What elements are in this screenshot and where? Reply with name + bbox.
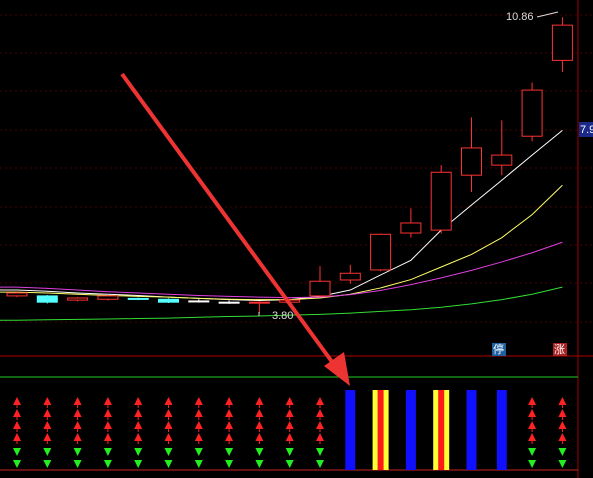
down-arrow	[73, 448, 82, 456]
down-arrow	[134, 460, 143, 468]
down-arrow	[225, 460, 234, 468]
low-label: 3.80	[272, 310, 293, 322]
down-arrow	[255, 448, 264, 456]
arrow-head	[324, 352, 350, 386]
arrow-shaft	[120, 72, 340, 372]
down-arrow	[225, 448, 234, 456]
down-arrow	[103, 448, 112, 456]
candle-body	[158, 298, 179, 303]
marks	[0, 17, 573, 321]
candle-body	[36, 295, 58, 303]
down-arrow	[316, 460, 324, 468]
price-tag-box	[579, 122, 593, 137]
down-arrow	[528, 448, 537, 456]
down-arrow	[103, 460, 112, 468]
high-label: 10.86	[506, 11, 534, 23]
down-arrow	[194, 448, 203, 456]
candle-body	[370, 233, 392, 271]
indicator-panel	[13, 390, 567, 470]
down-arrow	[43, 448, 52, 456]
down-arrow	[194, 460, 203, 468]
down-arrow	[528, 460, 537, 468]
down-arrow	[134, 448, 143, 456]
signal-bar	[466, 390, 477, 470]
candle-body	[430, 171, 452, 231]
candle-body	[461, 147, 482, 176]
tag-left-box	[492, 343, 506, 356]
candle-body	[218, 301, 240, 304]
annotation-arrow	[120, 72, 350, 386]
candle-body	[400, 222, 422, 234]
down-arrow	[13, 448, 21, 456]
down-arrow	[558, 460, 567, 468]
candle-body	[309, 280, 331, 297]
ma-line	[0, 286, 563, 321]
candle-body	[491, 154, 513, 166]
signal-bar-inner	[438, 390, 445, 470]
signal-bar	[496, 390, 507, 470]
down-arrow	[285, 448, 294, 456]
down-arrow	[164, 448, 173, 456]
signal-bar	[405, 390, 416, 470]
down-arrow	[255, 460, 264, 468]
candle-body	[521, 89, 543, 137]
down-arrow	[43, 460, 52, 468]
candle-body	[6, 292, 28, 297]
tag-right: 涨	[554, 343, 565, 356]
signal-bar-inner	[377, 390, 384, 470]
ma-line	[0, 241, 563, 299]
candle-body	[67, 297, 89, 301]
down-arrow	[558, 448, 567, 456]
down-arrow	[285, 460, 294, 468]
candle-body	[551, 24, 573, 61]
candle-body	[97, 295, 119, 300]
tag-right-box	[553, 343, 567, 356]
signal-bar	[345, 390, 356, 470]
candle-body	[127, 297, 149, 300]
ma-line	[0, 184, 563, 301]
down-arrow	[13, 460, 21, 468]
candle-body	[248, 301, 270, 304]
high-pointer	[536, 11, 559, 18]
down-arrow	[316, 448, 324, 456]
down-arrow	[73, 460, 82, 468]
down-arrow	[164, 460, 173, 468]
grid	[0, 14, 593, 323]
price-tag: 7.9	[580, 124, 593, 136]
tag-left: 停	[493, 342, 504, 356]
candle-body	[188, 300, 210, 303]
candle-body	[339, 272, 361, 281]
